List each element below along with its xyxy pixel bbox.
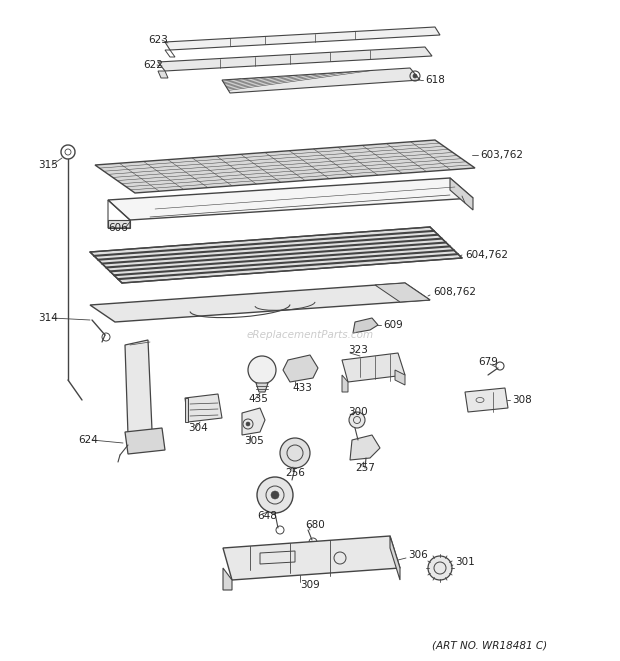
Text: 623: 623 (148, 35, 168, 45)
Text: 624: 624 (78, 435, 98, 445)
Polygon shape (342, 375, 348, 392)
Polygon shape (90, 283, 430, 322)
Text: 648: 648 (257, 511, 277, 521)
Text: 679: 679 (478, 357, 498, 367)
Text: 608,762: 608,762 (433, 287, 476, 297)
Text: (ART NO. WR18481 C): (ART NO. WR18481 C) (432, 640, 547, 650)
Polygon shape (108, 220, 130, 228)
Polygon shape (108, 178, 473, 220)
Polygon shape (283, 355, 318, 382)
Polygon shape (450, 178, 473, 210)
Text: 622: 622 (143, 60, 163, 70)
Text: 314: 314 (38, 313, 58, 323)
Polygon shape (350, 435, 380, 460)
Text: 435: 435 (248, 394, 268, 404)
Polygon shape (465, 388, 508, 412)
Text: 604,762: 604,762 (465, 250, 508, 260)
Text: eReplacementParts.com: eReplacementParts.com (246, 330, 374, 340)
Circle shape (271, 491, 279, 499)
Polygon shape (125, 428, 165, 454)
Polygon shape (90, 227, 462, 283)
Polygon shape (158, 71, 168, 78)
Polygon shape (165, 27, 440, 50)
Polygon shape (185, 398, 188, 422)
Circle shape (349, 412, 365, 428)
Polygon shape (158, 47, 432, 71)
Circle shape (413, 74, 417, 78)
Text: 603,762: 603,762 (480, 150, 523, 160)
Circle shape (248, 356, 276, 384)
Polygon shape (375, 283, 430, 302)
Text: 323: 323 (348, 345, 368, 355)
Text: 609: 609 (383, 320, 403, 330)
Polygon shape (353, 318, 378, 333)
Circle shape (257, 477, 293, 513)
Polygon shape (256, 383, 268, 392)
Polygon shape (342, 353, 405, 382)
Text: 300: 300 (348, 407, 368, 417)
Polygon shape (95, 140, 475, 193)
Text: 304: 304 (188, 423, 208, 433)
Polygon shape (223, 536, 400, 580)
Circle shape (280, 438, 310, 468)
Text: 306: 306 (408, 550, 428, 560)
Text: 606: 606 (108, 223, 128, 233)
Text: 301: 301 (455, 557, 475, 567)
Text: 305: 305 (244, 436, 264, 446)
Text: 315: 315 (38, 160, 58, 170)
Text: 680: 680 (305, 520, 325, 530)
Text: 308: 308 (512, 395, 532, 405)
Circle shape (428, 556, 452, 580)
Polygon shape (223, 568, 232, 590)
Circle shape (246, 422, 250, 426)
Text: 309: 309 (300, 580, 320, 590)
Polygon shape (242, 408, 265, 435)
Text: 256: 256 (285, 468, 305, 478)
Text: 618: 618 (425, 75, 445, 85)
Text: 433: 433 (292, 383, 312, 393)
Polygon shape (390, 536, 400, 580)
Polygon shape (185, 394, 222, 422)
Polygon shape (125, 340, 152, 435)
Polygon shape (395, 370, 405, 385)
Text: 257: 257 (355, 463, 375, 473)
Polygon shape (222, 68, 420, 93)
